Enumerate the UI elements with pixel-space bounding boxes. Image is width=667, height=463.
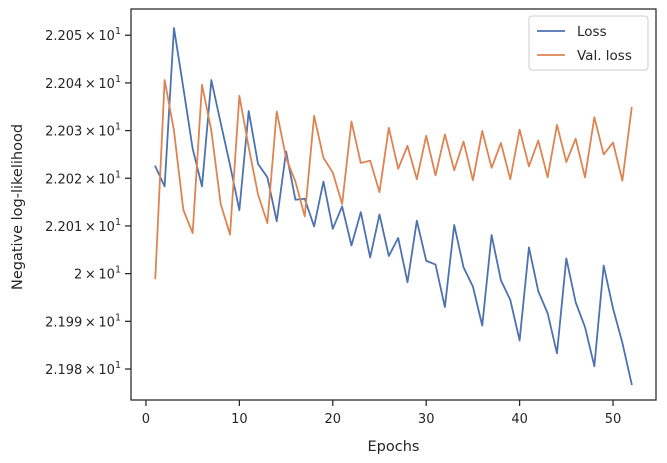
- legend-label-val-loss: Val. loss: [577, 48, 632, 64]
- x-tick-label: 20: [325, 412, 342, 427]
- series-layer: [154, 27, 633, 386]
- legend-label-loss: Loss: [577, 24, 607, 40]
- plot-frame: [130, 8, 657, 401]
- x-axis-ticks: 0 10 20 30 40 50: [142, 400, 621, 427]
- legend-frame: [528, 15, 649, 71]
- x-tick-label: 40: [511, 412, 528, 427]
- y-tick-label: 2.203 × 101: [45, 122, 121, 140]
- y-tick-label: 2.198 × 101: [45, 360, 121, 378]
- series-line-val-loss: [154, 79, 633, 280]
- series-line-loss: [154, 27, 633, 386]
- y-axis-label: Negative log-likelihood: [10, 124, 26, 290]
- y-tick-label: 2.205 × 101: [45, 26, 121, 44]
- x-axis-label: Epochs: [368, 439, 420, 455]
- y-axis-ticks: 2.198 × 101 2.199 × 101 2 × 101 2.201 × 101…: [45, 26, 131, 378]
- legend: Loss Val. loss: [528, 15, 649, 71]
- y-tick-label: 2 × 101: [74, 265, 121, 283]
- y-tick-label: 2.199 × 101: [45, 312, 121, 330]
- y-tick-label: 2.201 × 101: [45, 217, 121, 235]
- x-tick-label: 30: [418, 412, 435, 427]
- x-tick-label: 10: [231, 412, 248, 427]
- x-tick-label: 50: [605, 412, 622, 427]
- y-tick-label: 2.204 × 101: [45, 74, 121, 92]
- y-tick-label: 2.202 × 101: [45, 169, 121, 187]
- x-tick-label: 0: [142, 412, 150, 427]
- plot-background: [131, 9, 656, 400]
